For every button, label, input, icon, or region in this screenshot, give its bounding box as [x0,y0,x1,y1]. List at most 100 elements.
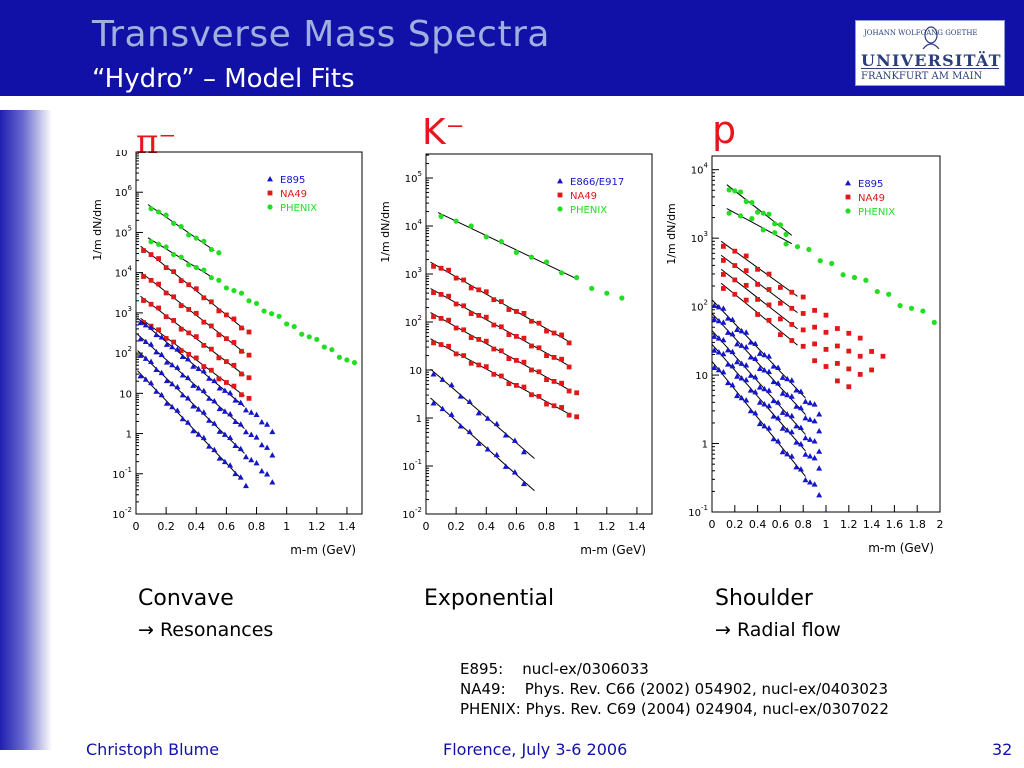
data-point [772,230,778,236]
data-point [797,388,804,394]
data-point [163,341,170,347]
data-point [729,316,736,323]
data-point [446,293,451,299]
data-point [732,263,738,268]
data-point [574,414,580,420]
data-point [720,368,727,375]
y-axis-label: 1/m dN/dm [665,203,678,265]
data-point [461,327,467,333]
data-point [800,311,806,316]
data-point [483,338,489,344]
data-point [156,209,162,215]
data-point [784,391,791,398]
data-point [529,343,534,349]
x-tick-label: 1 [573,520,580,533]
data-point [784,427,791,433]
data-point [201,238,207,244]
data-point [453,351,459,357]
data-point [566,388,572,394]
data-point [141,248,146,253]
y-tick-label: 1 [126,430,132,441]
data-point [498,373,504,379]
data-point [237,399,244,405]
slide-header: Transverse Mass Spectra “Hydro” – Model … [0,0,1024,96]
data-point [806,246,812,253]
data-point [775,380,782,386]
y-tick-label: 1 [702,440,708,451]
data-point [186,307,192,312]
data-point [812,324,817,330]
data-point [788,377,795,383]
data-point [880,353,886,359]
data-point [190,382,197,388]
legend-label: PHENIX [280,203,317,214]
data-point [242,482,249,489]
goethe-portrait-icon [922,26,940,49]
data-point [171,318,177,323]
data-point [812,358,817,364]
data-point [184,374,191,381]
data-point [794,244,801,250]
data-point [807,436,814,442]
data-point [237,421,244,427]
data-point [783,241,789,247]
data-point [536,394,542,399]
data-point [511,437,518,443]
data-point [574,275,580,281]
data-point [835,343,840,349]
references: E895: nucl-ex/0306033 NA49: Phys. Rev. C… [460,659,889,719]
data-point [261,308,267,314]
slide-subtitle: “Hydro” – Model Fits [92,64,355,94]
data-point [761,385,768,392]
data-point [788,393,795,399]
data-point [201,319,207,325]
x-tick-label: 0.8 [794,518,812,531]
data-point [184,395,191,401]
data-point [807,416,814,422]
legend-label: E866/E917 [570,177,624,188]
data-point [770,378,777,385]
data-point [779,409,786,415]
data-point [783,231,789,237]
data-point [816,428,823,434]
data-point [232,397,239,403]
data-point [800,294,806,300]
data-point [528,254,535,260]
data-point [179,372,186,378]
data-point [201,342,207,348]
data-point [216,277,222,283]
data-point [551,403,557,409]
data-point [468,360,474,366]
data-point [743,198,749,205]
data-point [802,398,809,404]
data-point [253,434,260,440]
data-point [857,335,863,341]
y-tick-exponent: -1 [415,458,422,466]
data-point [195,406,202,412]
data-point [158,351,165,357]
data-point [770,435,777,442]
data-point [461,353,467,358]
y-tick-exponent: -2 [415,506,422,514]
y-tick-label: 10 [409,366,422,377]
x-tick-label: 0 [709,518,716,531]
x-tick-label: 1.4 [863,518,881,531]
data-point [156,327,161,333]
data-point [772,221,778,227]
data-point [216,405,223,412]
y-tick-exponent: 3 [704,230,708,238]
data-point [439,376,446,382]
y-tick-label: 10-2 [112,506,132,521]
data-point [521,310,527,316]
kaon-label: K⁻ [422,112,465,153]
data-point [431,290,436,295]
x-tick-label: 0.4 [478,520,496,533]
data-point [766,402,772,409]
y-tick-exponent: 4 [128,265,133,273]
data-point [775,438,782,444]
logo-line-1: JOHANN WOLFGANG GOETHE [864,29,978,37]
data-point [766,211,772,217]
legend-marker [267,204,273,210]
data-point [756,350,763,356]
logo-divider [861,68,999,69]
